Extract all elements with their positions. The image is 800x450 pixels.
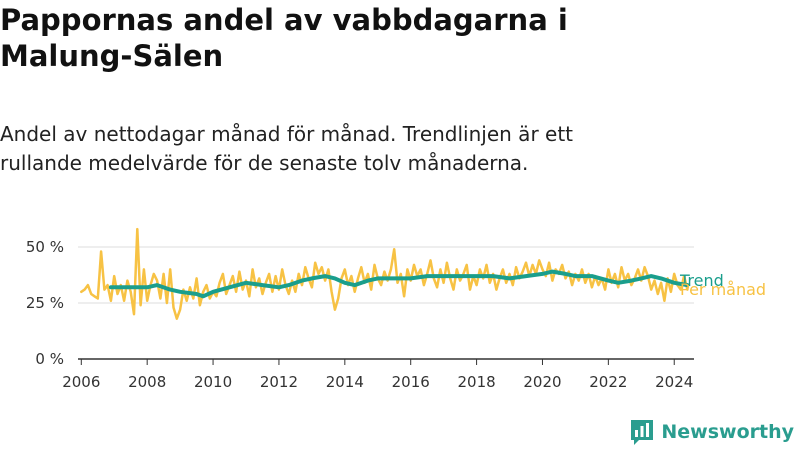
series-label-trend: Trend [679,271,724,290]
x-tick-label: 2008 [128,373,166,391]
x-tick-label: 2024 [655,373,693,391]
series-label-monthly: Per månad [680,280,766,299]
x-tick-label: 2014 [326,373,364,391]
series-line-trend [108,269,690,299]
x-axis: 2006 2008 2010 2012 2014 2016 2018 2020 2022 2024 [62,358,694,391]
y-tick-label: 25 % [26,294,64,312]
x-tick-label: 2010 [194,373,232,391]
series-line-monthly [80,227,689,320]
brand-name: Newsworthy [661,421,794,443]
x-tick-label: 2018 [457,373,495,391]
x-tick-label: 2016 [392,373,430,391]
brand-logo: Newsworthy [629,418,794,446]
y-tick-label: 50 % [26,238,64,256]
x-tick-label: 2012 [260,373,298,391]
chart-subtitle: Andel av nettodagar månad för månad. Tre… [0,122,574,175]
x-tick-label: 2020 [523,373,561,391]
y-tick-label: 0 % [35,350,64,368]
bar-chart-logo-icon [631,420,654,445]
y-tick-labels: 0 % 25 % 50 % [26,238,64,368]
x-tick-label: 2022 [589,373,627,391]
x-tick-label: 2006 [62,373,100,391]
series-lines [80,227,690,320]
chart-title: Pappornas andel av vabbdagarna i Malung-… [0,3,568,73]
